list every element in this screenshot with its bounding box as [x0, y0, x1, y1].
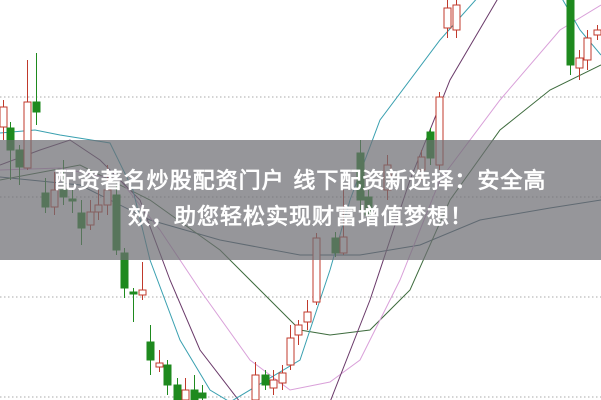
headline-line-2: 效，助您轻松实现财富增值梦想！ [127, 205, 473, 230]
candle-up [294, 324, 303, 336]
candle-up [138, 289, 147, 296]
candle-down [129, 291, 138, 295]
candle-up [443, 7, 452, 29]
candle-down [261, 374, 270, 386]
candle-down [173, 384, 182, 400]
candle-down [566, 0, 575, 66]
candle-down [32, 101, 41, 113]
candle-up [269, 379, 278, 389]
candle-up [286, 337, 295, 366]
candle-up [251, 374, 260, 400]
candle-up [583, 37, 592, 61]
candle-up [593, 29, 601, 36]
candle-up [575, 57, 584, 69]
candle-up [303, 311, 312, 323]
candle-down [163, 364, 172, 386]
candle-down [198, 392, 207, 399]
candle-down [190, 389, 199, 400]
candle-up [452, 4, 461, 31]
candle-up [278, 372, 287, 384]
candle-up [181, 389, 190, 400]
candle-up [155, 362, 164, 368]
headline-banner: 配资著名炒股配资门户 线下配资新选择：安全高 效，助您轻松实现财富增值梦想！ [0, 140, 601, 260]
candle-down [146, 341, 155, 361]
headline-line-1: 配资著名炒股配资门户 线下配资新选择：安全高 [54, 169, 547, 194]
candle-up [0, 106, 8, 128]
